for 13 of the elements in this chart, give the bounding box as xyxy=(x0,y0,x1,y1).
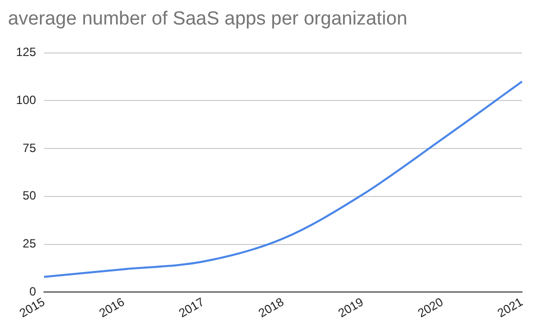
x-tick-label: 2019 xyxy=(336,294,366,320)
y-tick-label: 125 xyxy=(16,45,36,60)
x-tick-label: 2016 xyxy=(96,294,128,320)
y-tick-label: 100 xyxy=(16,92,36,107)
y-tick-label: 25 xyxy=(22,236,36,251)
x-tick-label: 2017 xyxy=(176,294,207,320)
chart-title: average number of SaaS apps per organization xyxy=(8,8,408,30)
y-tick-label: 50 xyxy=(22,188,36,203)
y-tick-label: 75 xyxy=(22,140,36,155)
x-tick-label: 2018 xyxy=(256,294,286,320)
x-tick-label: 2020 xyxy=(415,294,446,320)
x-tick-label: 2021 xyxy=(495,294,526,320)
line-series xyxy=(43,80,523,278)
